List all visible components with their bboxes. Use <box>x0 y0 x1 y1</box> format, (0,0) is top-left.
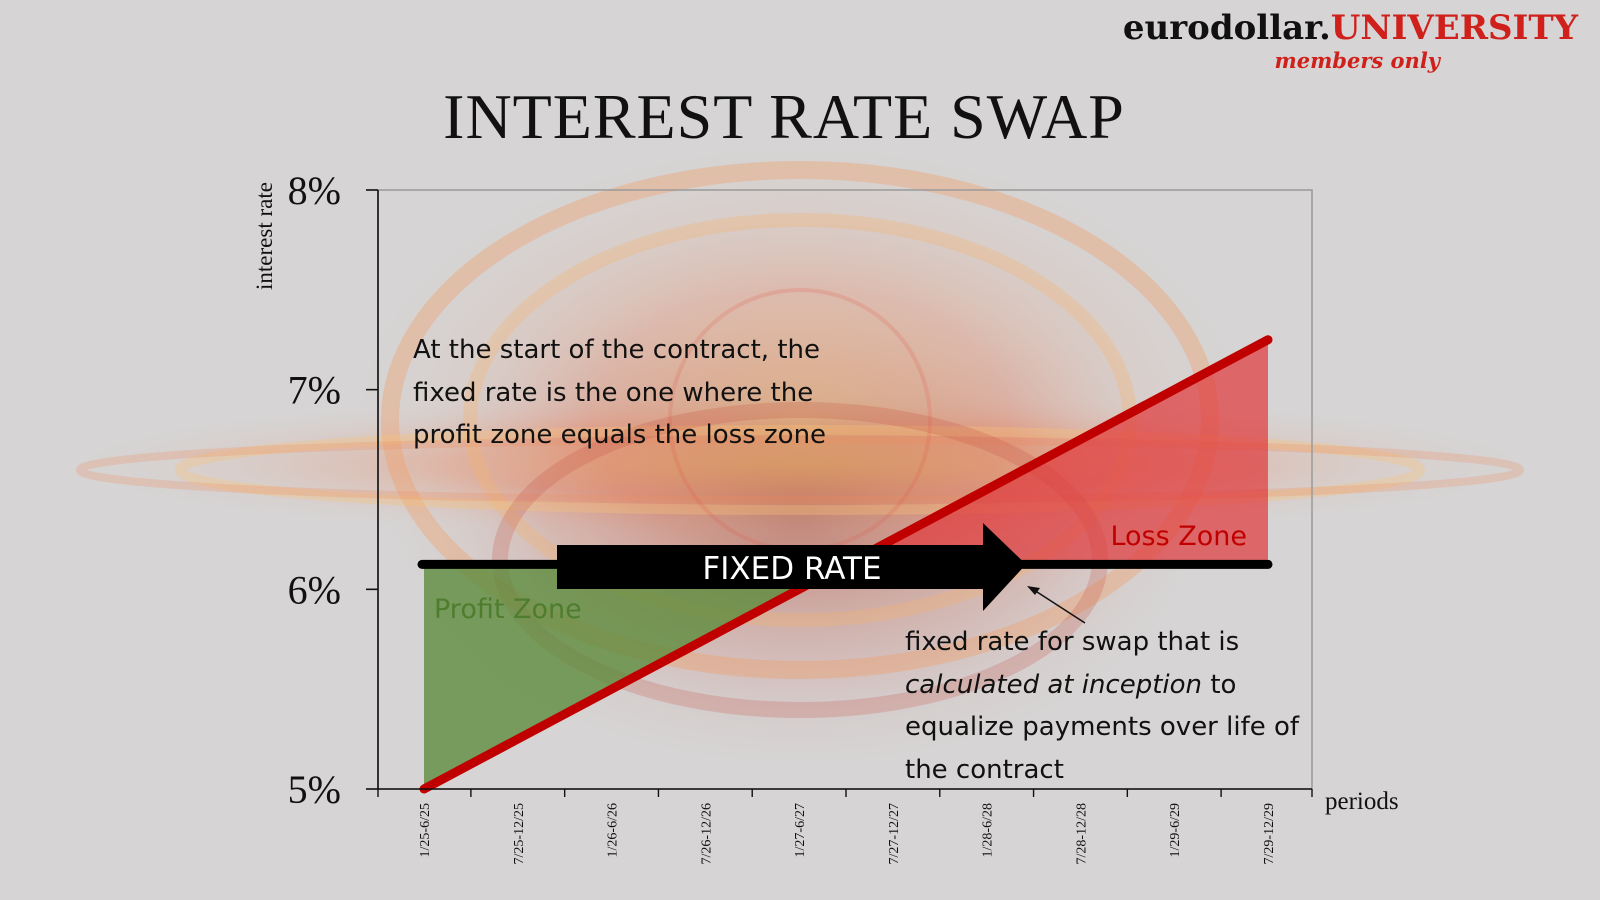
floating-rate-point <box>1080 439 1081 440</box>
fixed-rate-arrow-label: FIXED RATE <box>702 551 881 587</box>
note-pointer-line <box>1033 589 1086 624</box>
floating-rate-point <box>611 689 612 690</box>
x-tick-label: 1/29-6/29 <box>1168 803 1183 857</box>
brand-name-red: UNIVERSITY <box>1330 8 1578 48</box>
fixed-note-part-2: to equalize payments over life of the co… <box>905 669 1300 785</box>
floating-rate-point <box>705 639 706 640</box>
brand-name-dark: eurodollar. <box>1122 8 1331 48</box>
x-axis-label: periods <box>1325 788 1399 815</box>
y-tick-label: 7% <box>288 368 341 413</box>
x-tick-label: 7/25-12/25 <box>512 803 527 864</box>
floating-rate-point <box>517 739 518 740</box>
x-tick-label: 7/26-12/26 <box>699 803 714 864</box>
floating-rate-point <box>1174 389 1175 390</box>
brand-logo: eurodollar.UNIVERSITY <box>1123 8 1578 48</box>
brand-tagline: members only <box>1274 48 1441 73</box>
x-tick-label: 1/28-6/28 <box>981 803 996 857</box>
fixed-note-emphasis: calculated at inception <box>905 669 1203 700</box>
note-pointer-head <box>1027 586 1040 595</box>
profit-zone-label: Profit Zone <box>434 594 582 625</box>
x-tick-label: 7/27-12/27 <box>887 803 902 864</box>
loss-zone-label: Loss Zone <box>1110 521 1247 552</box>
y-tick-label: 6% <box>288 567 341 612</box>
y-tick-label: 8% <box>288 168 341 213</box>
axes-layer: 5% 6% 7% 8% 1/25-6/25 7/25-12/25 1/26-6/26 7/26… <box>288 168 1313 864</box>
series-layer: FIXED RATE <box>417 335 1273 794</box>
floating-rate-point <box>986 489 987 490</box>
y-tick-label: 5% <box>288 767 341 812</box>
x-tick-label: 1/26-6/26 <box>606 803 621 857</box>
page-title-text: INTEREST RATE SWAP <box>443 81 1125 152</box>
page-title: INTEREST RATE SWAP <box>0 80 1600 154</box>
labels-layer: periods interest rate Profit Zone Loss Zone <box>252 182 1399 815</box>
x-tick-label: 7/29-12/29 <box>1262 803 1277 864</box>
floating-rate-point <box>1268 339 1269 340</box>
x-tick-label: 1/27-6/27 <box>793 803 808 857</box>
fixed-rate-note: fixed rate for swap that is calculated a… <box>905 621 1325 791</box>
x-tick-label: 7/28-12/28 <box>1074 803 1089 864</box>
x-tick-label: 1/25-6/25 <box>418 803 433 857</box>
fixed-rate-arrow <box>557 523 1026 611</box>
fixed-note-part-1: fixed rate for swap that is <box>905 627 1240 657</box>
start-contract-note: At the start of the contract, the fixed … <box>413 335 827 450</box>
y-axis-label: interest rate <box>252 182 277 290</box>
floating-rate-point <box>892 539 893 540</box>
